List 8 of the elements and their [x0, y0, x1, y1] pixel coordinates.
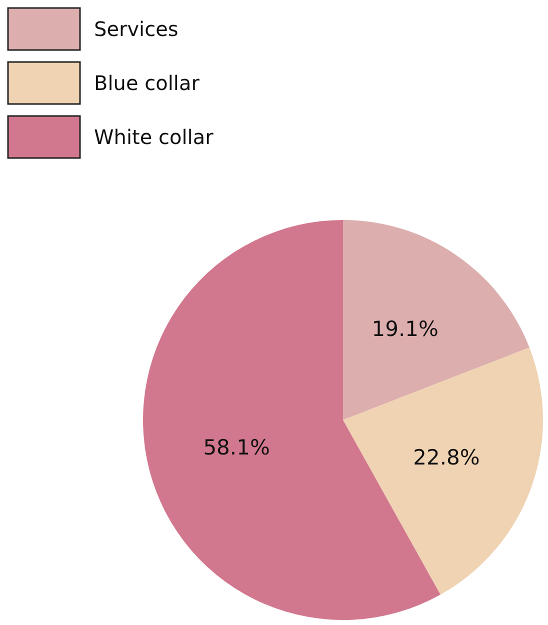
data-label: 19.1% [372, 317, 438, 342]
legend-label: Services [94, 17, 178, 41]
data-label: 22.8% [413, 445, 480, 470]
legend-label: White collar [94, 125, 214, 149]
pie-slice [343, 348, 543, 595]
data-label: 58.1% [203, 436, 270, 460]
pie-slice [343, 220, 530, 420]
legend-label: Blue collar [94, 71, 200, 95]
